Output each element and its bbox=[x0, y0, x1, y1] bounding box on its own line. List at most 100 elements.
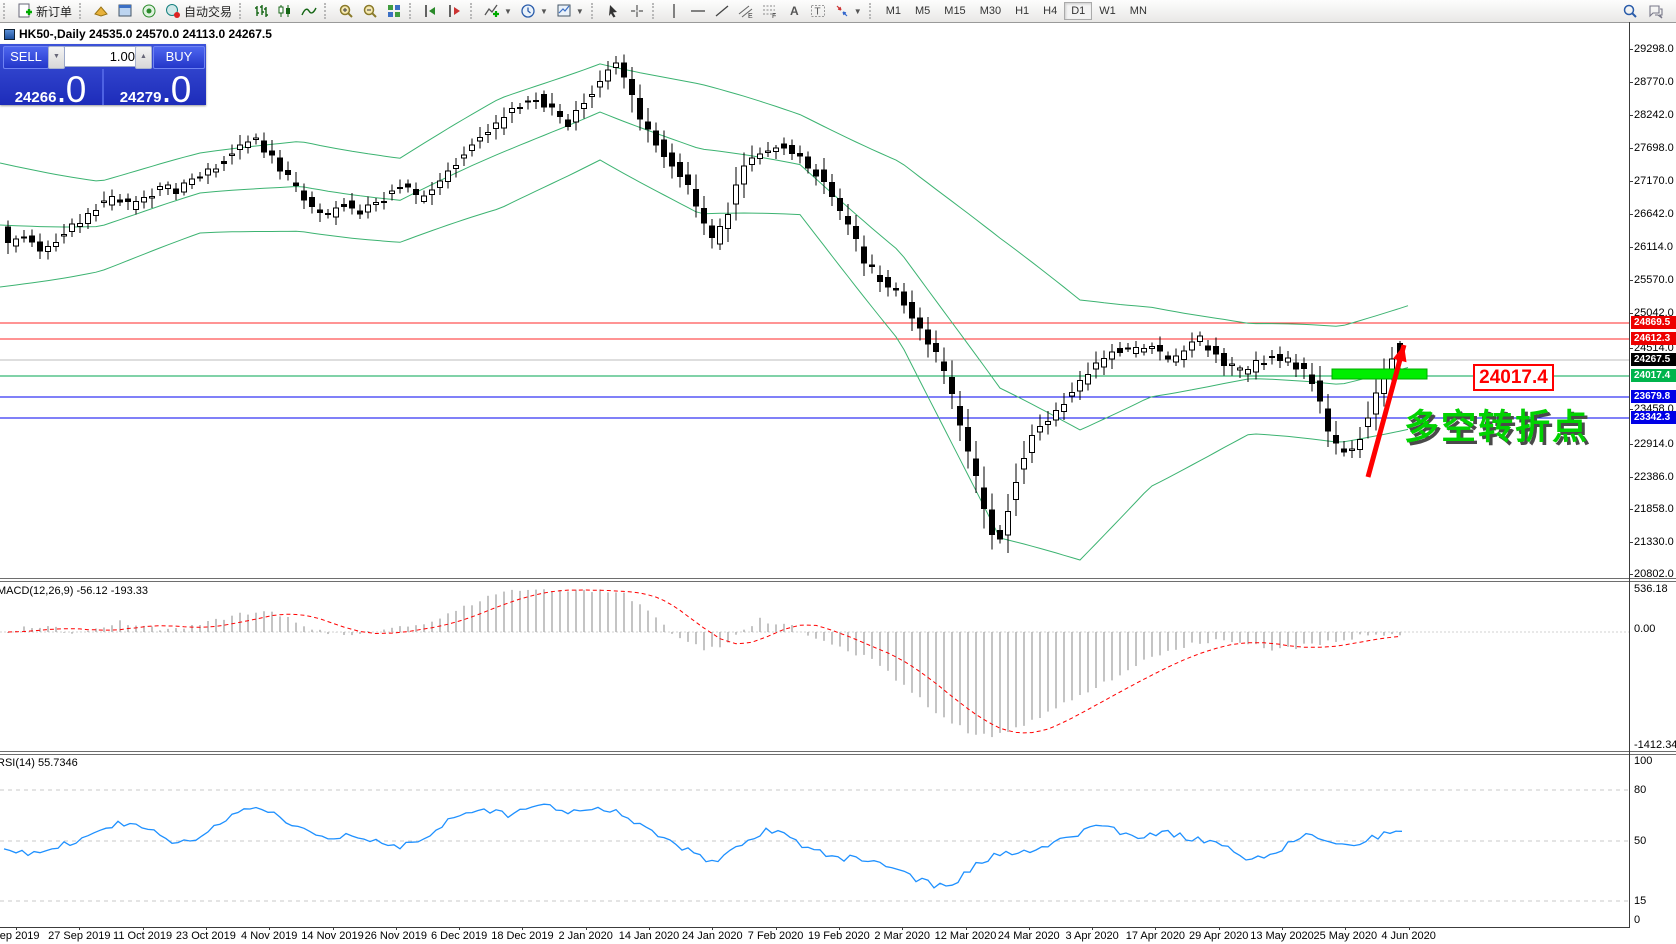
sell-price[interactable]: 24266.0 bbox=[0, 69, 100, 110]
timeframe-m5-button[interactable]: M5 bbox=[915, 5, 931, 17]
chat-icon[interactable] bbox=[1648, 3, 1664, 19]
chevron-down-icon[interactable]: ▼ bbox=[575, 6, 584, 16]
indicators-button[interactable]: ▼ bbox=[480, 2, 516, 20]
bollinger-mid-band[interactable] bbox=[0, 111, 1409, 431]
axis-tick bbox=[1629, 444, 1633, 445]
chart-shift-button[interactable] bbox=[443, 2, 467, 20]
equidistant-channel-button[interactable]: E bbox=[734, 2, 758, 20]
candle bbox=[221, 155, 227, 172]
fibonacci-button[interactable]: F bbox=[758, 2, 782, 20]
buy-button[interactable]: BUY bbox=[153, 46, 205, 69]
crosshair-button[interactable] bbox=[625, 2, 649, 20]
timeframe-h4-button[interactable]: H4 bbox=[1043, 5, 1058, 17]
new-order-button[interactable]: 新订单 bbox=[13, 2, 76, 21]
timeframe-m30-button[interactable]: M30 bbox=[979, 5, 1002, 17]
rsi-indicator-pane[interactable] bbox=[0, 753, 1629, 927]
equidistant-channel-icon: E bbox=[738, 5, 753, 19]
price-axis[interactable] bbox=[1629, 22, 1630, 927]
text-label-button[interactable]: T bbox=[806, 2, 830, 20]
candlestick-button[interactable] bbox=[273, 2, 297, 20]
chevron-down-icon[interactable]: ▼ bbox=[504, 6, 512, 16]
timeframe-mn-button[interactable]: MN bbox=[1129, 5, 1147, 17]
timeframe-w1-button[interactable]: W1 bbox=[1099, 5, 1116, 17]
navigator-button[interactable] bbox=[137, 2, 161, 20]
bollinger-upper-band[interactable] bbox=[0, 63, 1409, 327]
auto-scroll-button[interactable] bbox=[419, 2, 443, 20]
candle bbox=[69, 218, 75, 237]
timeframe-m1-button[interactable]: M1 bbox=[885, 5, 901, 17]
candle bbox=[733, 167, 739, 221]
timeframe-d1-button[interactable]: D1 bbox=[1064, 2, 1093, 20]
bar-chart-button[interactable] bbox=[249, 2, 273, 20]
pane-separator[interactable] bbox=[0, 751, 1676, 752]
macd-indicator-pane[interactable] bbox=[0, 582, 1629, 750]
candle bbox=[749, 145, 755, 172]
zoom-in-button[interactable] bbox=[334, 2, 358, 20]
candle bbox=[237, 135, 243, 160]
sell-price-main: 24266 bbox=[14, 89, 57, 106]
volume-decrease-button[interactable]: ▼ bbox=[48, 46, 65, 69]
pane-separator[interactable] bbox=[0, 754, 1676, 755]
periods-button[interactable]: ▼ bbox=[516, 2, 552, 20]
arrows-button[interactable]: ▼ bbox=[830, 2, 866, 20]
volume-increase-button[interactable]: ▲ bbox=[135, 46, 152, 69]
chevron-down-icon[interactable]: ▼ bbox=[853, 6, 862, 16]
cursor-button[interactable] bbox=[601, 2, 625, 20]
candle bbox=[165, 181, 171, 196]
trendline-button[interactable] bbox=[710, 2, 734, 20]
price-tick-label: 27170.0 bbox=[1634, 175, 1674, 187]
candle bbox=[653, 122, 659, 153]
price-badge: 24267.5 bbox=[1631, 353, 1676, 366]
candle bbox=[1301, 357, 1307, 380]
candle bbox=[701, 195, 707, 235]
candle bbox=[501, 107, 507, 136]
candle bbox=[885, 269, 891, 297]
candle bbox=[269, 139, 275, 164]
time-axis-line bbox=[0, 927, 1630, 928]
autotrading-button[interactable]: 自动交易 bbox=[161, 2, 236, 21]
candle bbox=[197, 172, 203, 182]
price-chart-pane[interactable] bbox=[0, 22, 1629, 578]
axis-tick bbox=[1092, 927, 1094, 930]
axis-tick bbox=[1629, 247, 1633, 248]
rsi-tick-label: 50 bbox=[1634, 835, 1647, 847]
candle bbox=[997, 524, 1003, 544]
toolbar-grip bbox=[324, 3, 331, 19]
timeframe-h1-button[interactable]: H1 bbox=[1015, 5, 1030, 17]
trend-arrow[interactable] bbox=[1365, 344, 1407, 478]
candle bbox=[565, 114, 571, 131]
sell-button[interactable]: SELL bbox=[3, 46, 49, 69]
line-chart-button[interactable] bbox=[297, 2, 321, 20]
timeframe-m15-button[interactable]: M15 bbox=[944, 5, 966, 17]
buy-price[interactable]: 24279.0 bbox=[105, 69, 205, 110]
candle bbox=[1341, 441, 1347, 457]
pane-separator[interactable] bbox=[0, 581, 1676, 582]
chevron-down-icon[interactable]: ▼ bbox=[539, 6, 548, 16]
candle bbox=[861, 235, 867, 276]
zoom-out-button[interactable] bbox=[358, 2, 382, 20]
rsi-tick-label: 0 bbox=[1634, 914, 1641, 926]
data-window-button[interactable] bbox=[113, 2, 137, 20]
search-icon[interactable] bbox=[1622, 3, 1638, 19]
tile-windows-button[interactable] bbox=[382, 2, 406, 20]
text-button[interactable]: A bbox=[782, 2, 806, 20]
horizontal-line-button[interactable] bbox=[686, 2, 710, 20]
toolbar-grip bbox=[239, 3, 246, 19]
support-zone-rectangle[interactable] bbox=[1331, 368, 1428, 380]
chinese-note-text[interactable]: 多空转折点 bbox=[1404, 408, 1590, 447]
chart-title: HK50-,Daily 24535.0 24570.0 24113.0 2426… bbox=[4, 27, 272, 41]
candle bbox=[1061, 392, 1067, 421]
pane-separator[interactable] bbox=[0, 578, 1676, 579]
candle bbox=[1365, 401, 1371, 439]
candle bbox=[1165, 351, 1171, 363]
vertical-line-button[interactable] bbox=[662, 2, 686, 20]
market-watch-button[interactable] bbox=[89, 2, 113, 20]
price-level-callout[interactable]: 24017.4 bbox=[1473, 364, 1554, 391]
candle bbox=[973, 440, 979, 494]
candle bbox=[813, 164, 819, 186]
candle bbox=[845, 204, 851, 235]
market-watch-icon bbox=[94, 6, 108, 17]
candle bbox=[661, 130, 667, 168]
templates-button[interactable]: ▼ bbox=[552, 2, 588, 20]
volume-input[interactable]: 1.00 bbox=[64, 46, 140, 67]
